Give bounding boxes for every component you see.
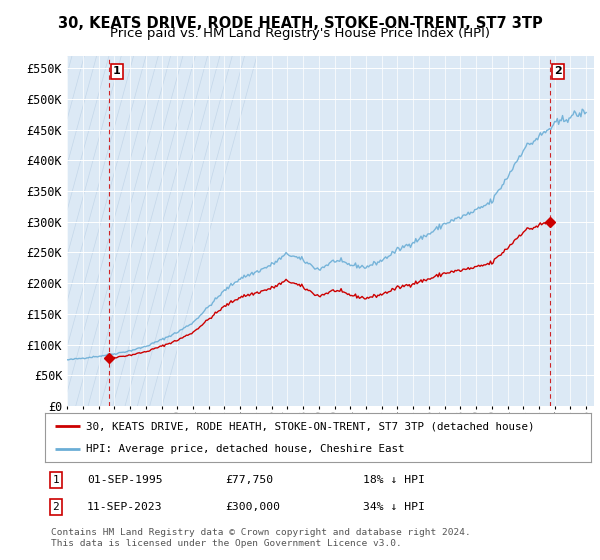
Text: Price paid vs. HM Land Registry's House Price Index (HPI): Price paid vs. HM Land Registry's House …	[110, 27, 490, 40]
Text: 18% ↓ HPI: 18% ↓ HPI	[363, 475, 425, 485]
Text: 2: 2	[52, 502, 59, 512]
Text: 2: 2	[554, 67, 562, 77]
Text: 1: 1	[113, 67, 121, 77]
Text: HPI: Average price, detached house, Cheshire East: HPI: Average price, detached house, Ches…	[86, 444, 404, 454]
Text: 30, KEATS DRIVE, RODE HEATH, STOKE-ON-TRENT, ST7 3TP: 30, KEATS DRIVE, RODE HEATH, STOKE-ON-TR…	[58, 16, 542, 31]
Text: £300,000: £300,000	[225, 502, 280, 512]
Text: 1: 1	[52, 475, 59, 485]
Text: 11-SEP-2023: 11-SEP-2023	[87, 502, 163, 512]
Text: £77,750: £77,750	[225, 475, 273, 485]
Text: Contains HM Land Registry data © Crown copyright and database right 2024.
This d: Contains HM Land Registry data © Crown c…	[51, 528, 471, 548]
Text: 01-SEP-1995: 01-SEP-1995	[87, 475, 163, 485]
Text: 34% ↓ HPI: 34% ↓ HPI	[363, 502, 425, 512]
Text: 30, KEATS DRIVE, RODE HEATH, STOKE-ON-TRENT, ST7 3TP (detached house): 30, KEATS DRIVE, RODE HEATH, STOKE-ON-TR…	[86, 421, 535, 431]
